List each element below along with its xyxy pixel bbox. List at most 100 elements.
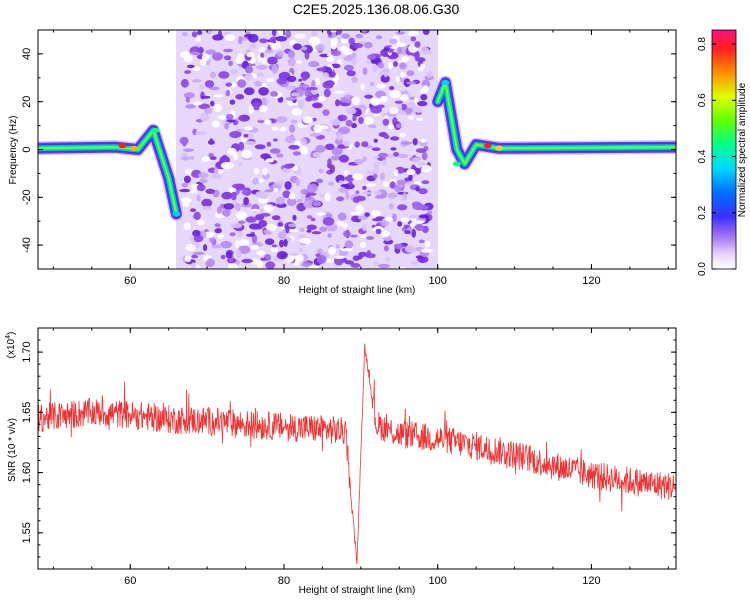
noise-blob <box>295 257 304 262</box>
noise-blob <box>196 184 206 192</box>
noise-blob <box>182 31 189 37</box>
noise-blob <box>308 265 320 269</box>
noise-blob <box>259 105 268 113</box>
noise-blob <box>344 240 354 250</box>
noise-blob <box>265 77 275 83</box>
noise-blob <box>210 173 223 179</box>
noise-blob <box>327 233 332 238</box>
noise-blob <box>254 144 266 150</box>
noise-blob <box>393 151 400 157</box>
noise-blob <box>290 92 300 97</box>
noise-blob <box>283 238 288 247</box>
noise-blob <box>418 214 430 219</box>
noise-blob <box>326 224 338 232</box>
noise-blob <box>315 44 325 52</box>
noise-blob <box>258 46 266 53</box>
noise-blob <box>214 228 222 234</box>
noise-blob <box>260 52 265 58</box>
signal-peak <box>452 161 461 167</box>
noise-blob <box>408 115 414 120</box>
noise-blob <box>270 43 282 49</box>
noise-blob <box>241 258 254 264</box>
noise-blob <box>198 84 205 90</box>
noise-blob <box>406 168 416 175</box>
noise-blob <box>189 156 195 160</box>
noise-blob <box>389 90 401 99</box>
noise-blob <box>238 239 249 247</box>
noise-blob <box>328 181 334 186</box>
noise-blob <box>237 79 247 88</box>
noise-blob <box>364 212 370 217</box>
noise-blob <box>331 147 343 156</box>
noise-blob <box>201 198 213 208</box>
noise-blob <box>286 86 294 91</box>
noise-blob <box>312 151 321 158</box>
noise-blob <box>185 104 196 109</box>
noise-blob <box>351 76 358 83</box>
noise-blob <box>377 62 384 69</box>
noise-blob <box>366 250 371 256</box>
noise-blob <box>372 173 378 179</box>
noise-blob <box>277 222 284 227</box>
noise-blob <box>380 74 390 83</box>
noise-blob <box>410 260 419 266</box>
noise-blob <box>327 158 332 167</box>
noise-blob <box>225 113 234 121</box>
noise-blob <box>330 50 341 57</box>
noise-blob <box>397 204 408 211</box>
noise-blob <box>288 192 296 200</box>
noise-blob <box>294 33 306 39</box>
noise-blob <box>243 134 249 138</box>
noise-blob <box>293 165 298 171</box>
noise-blob <box>375 35 383 40</box>
noise-blob <box>243 126 254 131</box>
noise-blob <box>223 48 233 53</box>
noise-blob <box>218 71 230 79</box>
noise-blob <box>315 77 320 86</box>
colorbar: 0.0 0.2 0.4 0.6 0.8 Normalized spectral ampl… <box>697 29 748 276</box>
noise-blob <box>414 51 420 60</box>
noise-blob <box>418 239 425 244</box>
noise-blob <box>308 36 321 46</box>
noise-blob <box>209 156 217 161</box>
noise-blob <box>390 136 400 141</box>
noise-blob <box>374 190 382 196</box>
noise-blob <box>409 96 415 100</box>
noise-blob <box>357 215 369 220</box>
noise-blob <box>300 193 306 201</box>
noise-blob <box>192 79 202 83</box>
noise-blob <box>204 80 215 88</box>
noise-blob <box>292 43 302 50</box>
noise-blob <box>199 178 208 184</box>
noise-blob <box>395 123 402 129</box>
x-tick-label: 100 <box>429 575 447 587</box>
noise-blob <box>360 83 365 91</box>
noise-blob <box>227 147 237 156</box>
spectrogram-y-label: Frequency (Hz) <box>8 116 19 185</box>
noise-blob <box>315 145 326 153</box>
noise-blob <box>330 42 337 50</box>
colorbar-axes: 0.0 0.2 0.4 0.6 0.8 <box>697 37 736 276</box>
noise-blob <box>238 220 246 224</box>
noise-blob <box>292 151 301 156</box>
noise-blob <box>394 184 402 193</box>
noise-blob <box>216 206 223 214</box>
noise-blob <box>256 260 264 269</box>
noise-blob <box>288 223 297 228</box>
noise-blob <box>264 49 274 54</box>
noise-blob <box>305 96 312 102</box>
noise-blob <box>179 188 191 193</box>
noise-blob <box>260 208 265 214</box>
noise-blob <box>258 178 264 184</box>
noise-blob <box>277 231 287 240</box>
noise-blob <box>271 244 278 248</box>
noise-blob <box>413 97 418 104</box>
noise-blob <box>351 215 360 223</box>
noise-blob <box>205 188 215 194</box>
noise-blob <box>330 30 337 33</box>
spectrogram-axes: 60 80 100 120 -40 -20 0 20 40 <box>21 29 676 287</box>
noise-blob <box>420 88 425 95</box>
noise-blob <box>393 243 404 250</box>
noise-blob <box>228 60 233 66</box>
noise-blob <box>334 74 339 82</box>
